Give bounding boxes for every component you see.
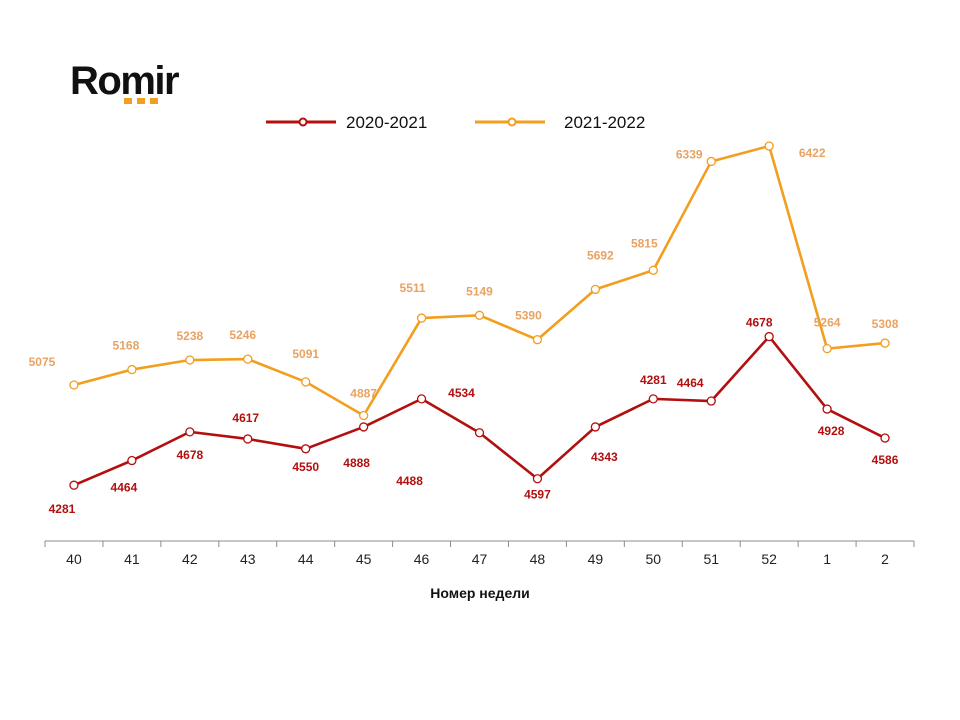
series-1-data-label: 5168 — [113, 339, 140, 353]
series-1-point — [532, 335, 543, 345]
series-0-point — [243, 434, 253, 444]
x-axis: 40 41 42 43 44 45 46 47 48 49 50 51 52 1 2 — [44, 540, 915, 567]
series-1-data-label: 5264 — [814, 316, 841, 330]
series-1-point — [706, 156, 716, 167]
series-0-data-label: 4343 — [591, 450, 618, 464]
series-1-point — [822, 343, 832, 354]
series-1-data-label: 5692 — [587, 248, 614, 262]
series-1-point — [416, 313, 427, 323]
series-1-point — [590, 284, 601, 295]
x-tick-label: 45 — [356, 551, 372, 567]
x-tick-label: 42 — [182, 551, 198, 567]
series-0-data-label: 4617 — [232, 411, 259, 425]
series-0-point — [185, 427, 195, 437]
series-0-data-label: 4464 — [111, 481, 138, 495]
logo-dots — [124, 98, 158, 104]
series-1-data-label: 5815 — [631, 236, 658, 250]
series-0-data-label: 4281 — [49, 502, 76, 516]
series-0-point — [532, 474, 543, 484]
series-1-data-label: 5390 — [515, 309, 542, 323]
series-1-point — [880, 338, 890, 348]
data-labels: 4281 4464 4678 4617 4550 4888 4488 4534 4597 4343… — [29, 146, 899, 516]
series-0-data-label: 4281 — [640, 373, 667, 387]
chart-series — [69, 141, 890, 490]
x-tick-label: 43 — [240, 551, 256, 567]
series-0-data-label: 4488 — [396, 474, 423, 488]
x-tick-label: 2 — [881, 551, 889, 567]
series-0-point — [69, 480, 79, 490]
logo-wordmark: Romir — [70, 59, 180, 103]
series-1-data-label: 5246 — [229, 328, 256, 342]
series-1-data-label: 5075 — [29, 355, 56, 369]
series-0-point — [590, 422, 601, 432]
x-tick-label: 41 — [124, 551, 140, 567]
series-line-1 — [73, 144, 886, 417]
series-1-data-label: 5511 — [400, 281, 426, 295]
series-0-data-label: 4550 — [292, 460, 319, 474]
series-0-point — [822, 404, 832, 414]
x-tick-label: 46 — [414, 551, 430, 567]
series-1-point — [243, 354, 253, 364]
series-0-data-label: 4597 — [524, 488, 551, 502]
series-0-point — [474, 428, 485, 438]
legend-label-1: 2021-2022 — [564, 113, 645, 132]
series-0-data-label: 4678 — [176, 448, 203, 462]
x-tick-label: 52 — [761, 551, 777, 567]
series-1-data-label: 5149 — [466, 284, 493, 298]
series-1-data-label: 5238 — [176, 329, 203, 343]
series-0-point — [880, 433, 890, 443]
series-1-data-label: 5091 — [292, 347, 319, 361]
x-tick-label: 1 — [823, 551, 831, 567]
series-0-point — [127, 455, 137, 466]
legend-label-0: 2020-2021 — [346, 113, 427, 132]
series-0-point — [358, 422, 369, 432]
series-1-point — [764, 141, 774, 151]
series-0-point — [301, 444, 311, 454]
series-0-data-label: 4464 — [677, 376, 704, 390]
series-0-data-label: 4534 — [448, 386, 475, 400]
series-0-data-label: 4678 — [746, 316, 773, 330]
romir-logo: Romir — [70, 58, 210, 114]
series-1-point — [69, 380, 79, 390]
series-0-data-label: 4586 — [872, 453, 899, 467]
legend-marker-0 — [298, 117, 308, 127]
x-tick-label: 44 — [298, 551, 314, 567]
x-tick-label: 40 — [66, 551, 82, 567]
legend-marker-1 — [507, 117, 517, 127]
x-tick-label: 50 — [646, 551, 662, 567]
chart-legend: 2020-2021 2021-2022 — [266, 113, 645, 132]
series-1-point — [185, 355, 195, 365]
series-1-data-label: 5308 — [872, 317, 899, 331]
series-0-point — [764, 331, 774, 342]
x-tick-label: 49 — [588, 551, 604, 567]
x-axis-title: Номер недели — [430, 585, 529, 601]
series-0-data-label: 4888 — [343, 456, 370, 470]
series-1-data-label: 4887 — [350, 387, 377, 401]
series-1-data-label: 6339 — [676, 147, 703, 161]
series-0-point — [648, 394, 658, 404]
series-0-data-label: 4928 — [818, 424, 845, 438]
series-1-data-label: 6422 — [799, 146, 826, 160]
series-0-point — [706, 396, 716, 406]
series-1-point — [648, 265, 658, 275]
series-1-point — [474, 310, 485, 320]
series-0-point — [416, 394, 427, 404]
series-1-point — [358, 410, 369, 421]
x-tick-label: 47 — [472, 551, 488, 567]
series-1-point — [127, 364, 137, 375]
x-tick-label: 48 — [530, 551, 546, 567]
series-1-point — [301, 377, 311, 387]
x-tick-label: 51 — [703, 551, 719, 567]
